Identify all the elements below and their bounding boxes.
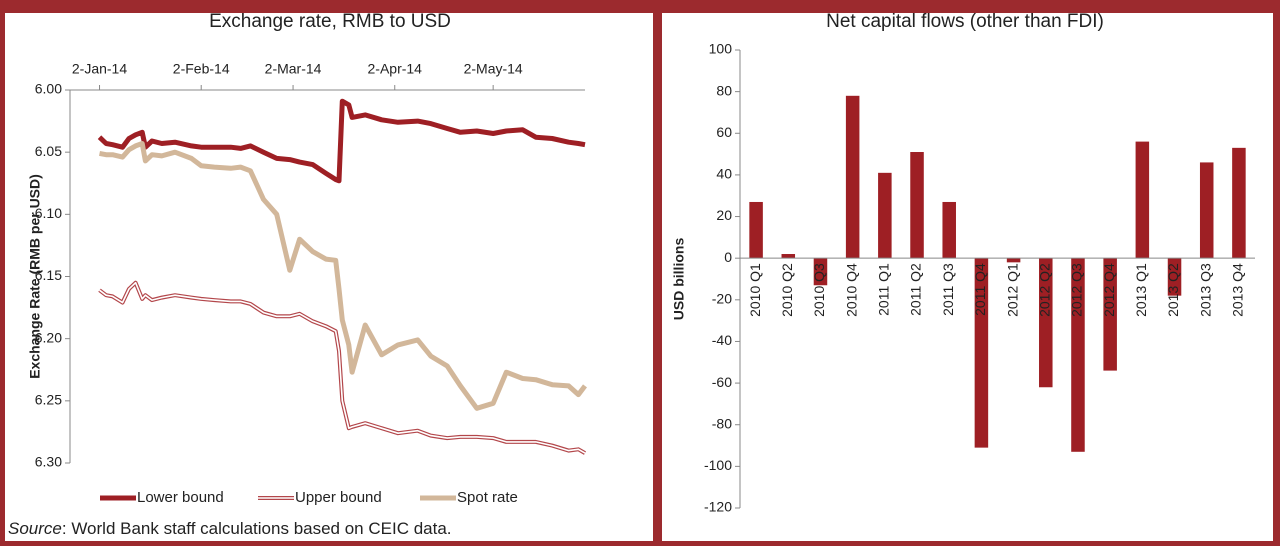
- x-tick-label: 2-May-14: [464, 61, 523, 77]
- x-tick-label: 2013 Q2: [1165, 263, 1181, 317]
- bar: [1103, 258, 1117, 371]
- y-tick-label: -20: [712, 291, 732, 307]
- series-line: [99, 141, 587, 411]
- legend-label: Upper bound: [295, 489, 382, 506]
- y-tick-label: 6.00: [35, 81, 62, 97]
- y-tick-label: 0: [724, 249, 732, 265]
- y-tick-label: 6.15: [35, 267, 62, 283]
- source-label: Source: [8, 519, 62, 538]
- bar: [1199, 162, 1214, 259]
- y-tick-label: -80: [712, 415, 732, 431]
- bar: [1135, 141, 1150, 259]
- x-tick-label: 2012 Q4: [1101, 263, 1117, 317]
- bar: [1039, 258, 1053, 388]
- x-tick-label: 2010 Q2: [779, 263, 795, 317]
- x-tick-label: 2011 Q2: [908, 263, 924, 316]
- x-tick-label: 2-Mar-14: [265, 61, 322, 77]
- right-chart: Net capital flows (other than FDI) USD bi…: [671, 11, 1255, 515]
- bar: [1232, 147, 1246, 259]
- x-tick-label: 2013 Q3: [1197, 263, 1213, 317]
- bar: [1167, 258, 1182, 296]
- series-line: [97, 98, 586, 184]
- series-line-inner: [99, 281, 586, 454]
- bar: [878, 172, 892, 259]
- y-tick-label: -100: [704, 457, 732, 473]
- x-tick-label: 2010 Q3: [811, 263, 827, 317]
- x-tick-label: 2013 Q4: [1230, 263, 1246, 317]
- y-tick-label: -60: [712, 374, 732, 390]
- y-tick-label: 6.25: [35, 392, 62, 408]
- bar: [942, 201, 956, 259]
- y-tick-label: 6.10: [35, 205, 62, 221]
- x-tick-label: 2011 Q1: [876, 263, 892, 316]
- y-tick-label: -40: [712, 332, 732, 348]
- bar: [781, 254, 796, 259]
- x-tick-label: 2-Feb-14: [173, 61, 230, 77]
- left-chart: Exchange rate, RMB to USD Exchange Rate (…: [8, 11, 587, 538]
- x-tick-label: 2011 Q4: [972, 263, 988, 316]
- x-tick-label: 2010 Q4: [843, 263, 859, 317]
- x-tick-label: 2012 Q1: [1004, 263, 1020, 317]
- y-tick-label: -120: [704, 499, 732, 515]
- bar: [845, 95, 860, 259]
- y-tick-label: 100: [709, 41, 733, 57]
- bar: [910, 152, 924, 259]
- bar: [1071, 258, 1085, 452]
- bar: [813, 258, 828, 286]
- x-tick-label: 2010 Q1: [747, 263, 763, 317]
- bar: [1006, 258, 1021, 263]
- legend-label: Lower bound: [137, 489, 224, 506]
- bar: [749, 201, 763, 259]
- x-tick-label: 2-Apr-14: [368, 61, 423, 77]
- y-tick-label: 20: [716, 207, 732, 223]
- x-tick-label: 2-Jan-14: [72, 61, 127, 77]
- bar: [974, 258, 989, 448]
- left-panel: [5, 13, 653, 541]
- source-note: Source: World Bank staff calculations ba…: [8, 519, 452, 538]
- legend-label: Spot rate: [457, 489, 518, 506]
- x-tick-label: 2011 Q3: [940, 263, 956, 316]
- x-tick-label: 2012 Q3: [1069, 263, 1085, 317]
- y-tick-label: 6.20: [35, 329, 62, 345]
- y-axis-label: USD billions: [671, 238, 687, 321]
- y-axis-label: Exchange Rate (RMB per USD): [27, 174, 43, 379]
- chart-title: Net capital flows (other than FDI): [826, 11, 1104, 32]
- y-tick-label: 60: [716, 124, 732, 140]
- y-tick-label: 80: [716, 82, 732, 98]
- y-tick-label: 40: [716, 166, 732, 182]
- y-tick-label: 6.30: [35, 454, 62, 470]
- chart-title: Exchange rate, RMB to USD: [209, 11, 451, 32]
- x-tick-label: 2012 Q2: [1036, 263, 1052, 317]
- source-text: : World Bank staff calculations based on…: [62, 519, 452, 538]
- x-tick-label: 2013 Q1: [1133, 263, 1149, 317]
- y-tick-label: 6.05: [35, 143, 62, 159]
